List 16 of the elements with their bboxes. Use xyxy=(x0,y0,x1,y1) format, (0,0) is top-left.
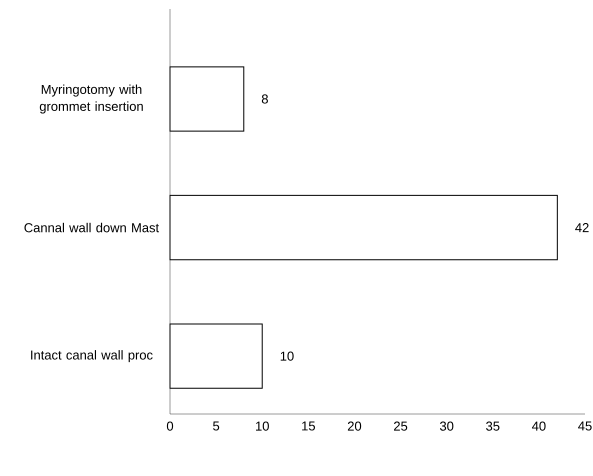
x-tick-label: 35 xyxy=(486,422,500,431)
x-tick-label: 45 xyxy=(578,422,592,431)
x-tick-label: 15 xyxy=(302,422,315,431)
y-tick-label: Cannal wall down Mast xyxy=(24,222,160,232)
x-tick-label: 25 xyxy=(394,422,408,431)
x-tick-label: 30 xyxy=(440,422,454,431)
y-tick-label: Intact canal wall proc xyxy=(31,350,153,362)
y-tick-label: Myringotomy with grommet insertion xyxy=(40,84,143,114)
x-tick-label: 5 xyxy=(213,422,220,431)
data-label: 42 xyxy=(575,223,589,232)
x-tick-label: 0 xyxy=(166,422,174,431)
x-tick-label: 20 xyxy=(348,422,362,431)
x-tick-label: 40 xyxy=(532,422,546,431)
data-label: 8 xyxy=(262,94,268,104)
x-tick-label: 10 xyxy=(256,422,269,431)
data-label: 10 xyxy=(280,352,294,361)
